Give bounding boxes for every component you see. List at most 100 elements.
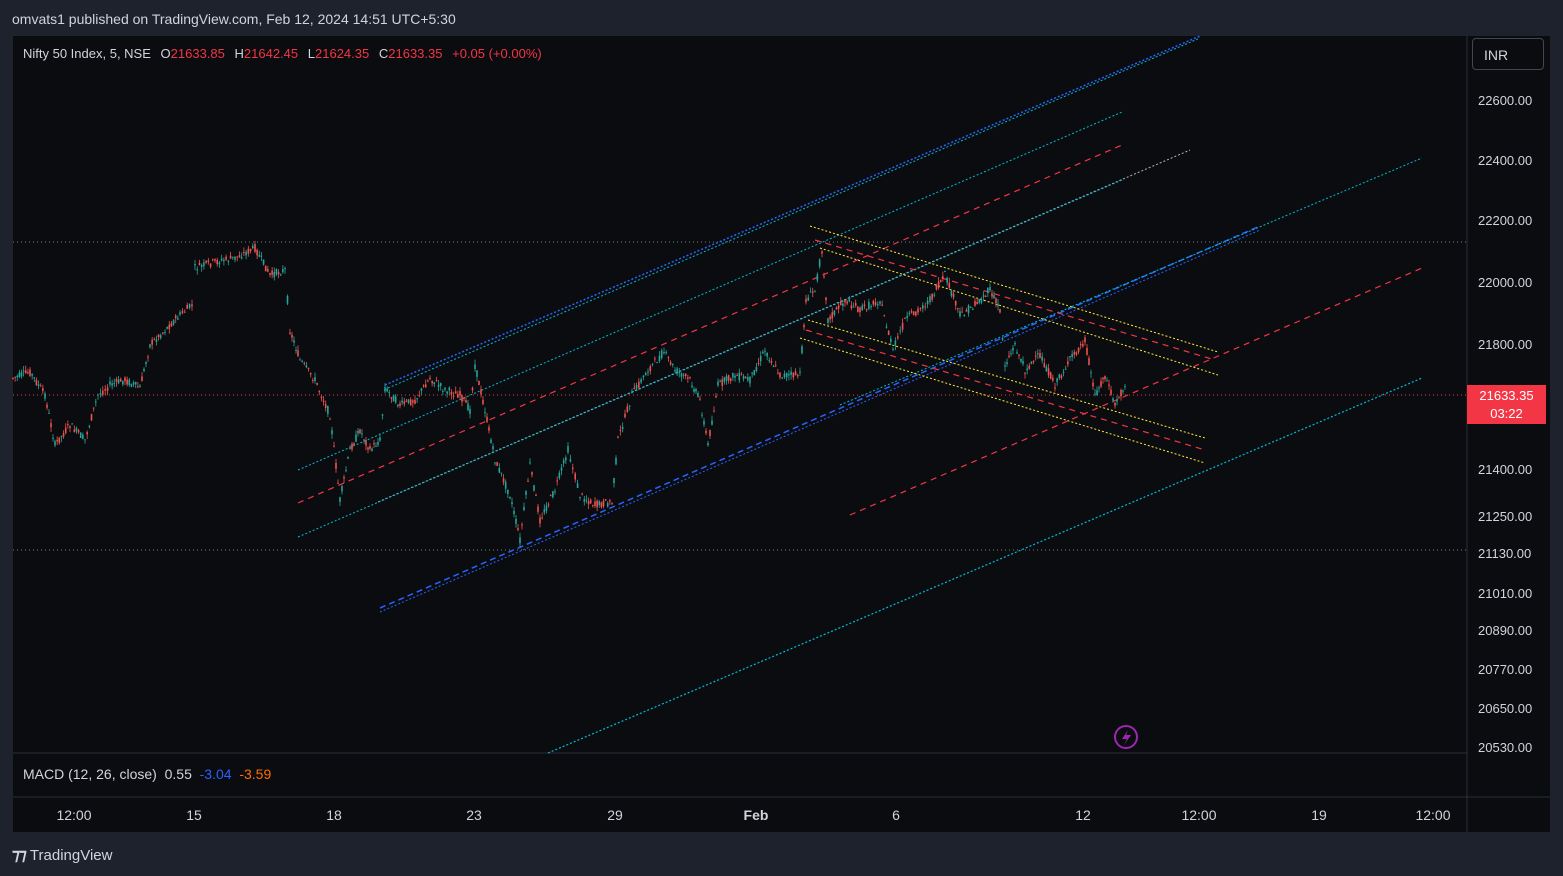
candle-body [12,377,14,379]
candle-body [560,467,563,471]
candle-body [113,383,116,385]
candle-body [785,373,788,378]
candle-body [904,317,906,319]
change-value: +0.05 (+0.00%) [452,46,542,61]
candle-body [56,439,58,442]
candle-body [327,406,329,414]
candle-body [814,290,816,292]
candle-body [624,413,626,418]
candle-body [1043,363,1046,368]
candle-body [651,363,654,365]
candle-body [766,352,768,357]
candle-body [122,380,124,385]
candle-body [906,315,908,318]
candle-body [159,335,162,338]
candle-body [188,303,191,308]
candle-body [457,393,459,398]
candle-body [831,312,834,319]
price-tick-label: 21400.00 [1478,462,1532,477]
candle-body [1082,344,1084,347]
candle-body [1104,376,1106,379]
candle-body [442,390,444,392]
candle-body [494,462,496,464]
candle-body [861,305,864,311]
candle-body [247,248,250,254]
candle-body [929,296,931,303]
candle-body [369,446,371,449]
candle-body [721,379,724,386]
bar-countdown: 03:22 [1490,406,1523,421]
candle-body [972,308,974,310]
candle-body [850,305,853,309]
candle-body [676,368,678,374]
tv-logo-icon: ⁊⁊ [12,847,27,864]
candle-body [680,373,683,377]
candle-body [523,507,525,511]
asc-far-lower-cyan [547,377,1423,754]
candle-body [1114,402,1116,406]
candle-body [876,304,879,306]
candle-body [894,340,897,346]
price-series [12,240,1126,548]
candle-body [132,382,135,385]
candle-body [957,308,959,310]
price-tick-label: 21250.00 [1478,509,1532,524]
chart-area[interactable] [13,36,1550,832]
low-value: 21624.35 [315,46,370,61]
candle-body [592,505,594,507]
candle-body [347,456,349,459]
candle-body [335,462,337,469]
candle-body [141,376,143,382]
candle-body [931,293,933,300]
candle-body [699,398,701,400]
time-tick-label: 19 [1311,807,1327,823]
candle-body [552,491,554,498]
candle-body [375,445,377,447]
candle-body [638,381,640,388]
candle-body [349,448,351,450]
candle-body [515,518,517,524]
candle-body [803,324,805,328]
candle-body [130,383,133,387]
tradingview-logo[interactable]: ⁊⁊ TradingView [12,845,112,865]
candle-body [1032,360,1035,362]
candle-body [504,481,507,489]
candle-body [678,372,681,374]
candle-body [755,366,758,371]
candle-body [799,371,801,373]
candle-body [924,306,926,308]
candle-body [97,394,99,396]
candle-body [950,290,953,296]
time-tick-label: 12:00 [1415,807,1450,823]
price-axis: 22600.00 22400.00 22200.00 22000.00 21800.00… [1478,93,1532,755]
candle-body [484,411,486,413]
candle-body [240,257,243,259]
candle-body [236,256,239,258]
candle-body [446,391,448,394]
candle-body [60,435,63,438]
candle-body [111,383,113,386]
candle-body [519,537,521,544]
candle-body [50,423,52,428]
candle-body [482,399,484,405]
candle-body [1088,358,1090,366]
candle-body [198,262,201,266]
candle-body [649,366,652,372]
candle-body [574,473,576,480]
candle-body [88,426,91,428]
last-price-tag: 21633.35 03:22 [1467,385,1546,424]
candle-body [119,379,122,382]
currency-button[interactable]: INR [1472,38,1544,70]
lightning-icon[interactable] [1114,725,1138,749]
candle-body [585,499,588,501]
candle-body [357,430,359,434]
candle-body [736,375,738,377]
candle-body [682,374,685,376]
candle-body [558,472,561,478]
candle-body [963,314,966,316]
candle-body [420,388,423,391]
candle-body [48,412,50,414]
candle-body [1077,347,1080,352]
candle-body [145,362,147,365]
